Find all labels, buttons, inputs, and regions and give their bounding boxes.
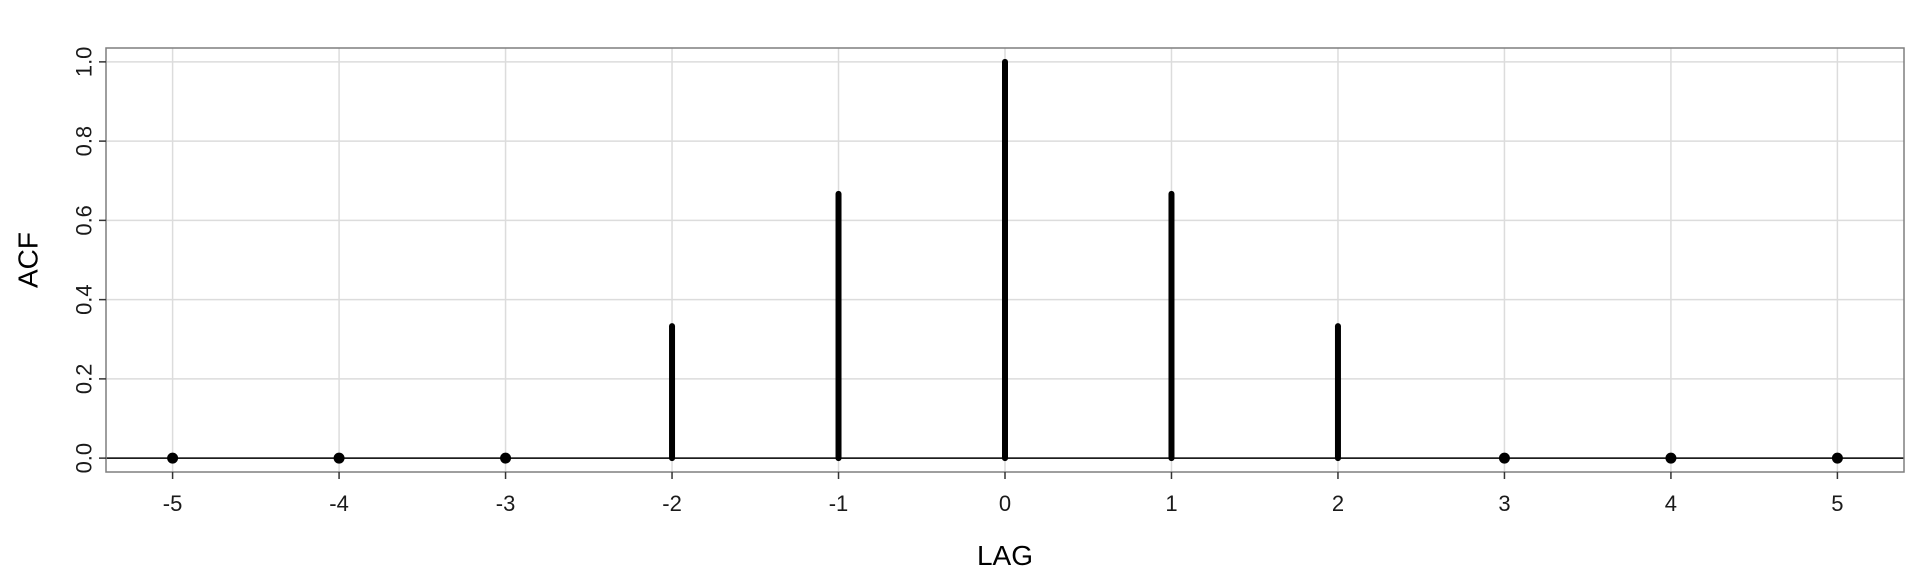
y-tick-label: 0.0 xyxy=(72,443,97,474)
y-tick-label: 1.0 xyxy=(72,47,97,78)
y-tick-label: 0.8 xyxy=(72,126,97,157)
x-tick-label: 0 xyxy=(999,491,1011,516)
x-tick-label: -3 xyxy=(496,491,516,516)
x-tick-label: 5 xyxy=(1831,491,1843,516)
acf-point xyxy=(167,452,179,464)
acf-point xyxy=(1831,452,1843,464)
x-tick-label: -1 xyxy=(829,491,849,516)
y-tick-label: 0.6 xyxy=(72,205,97,236)
acf-series xyxy=(167,58,1843,464)
y-axis-title: ACF xyxy=(13,232,44,288)
y-tick-label: 0.4 xyxy=(72,284,97,315)
acf-point xyxy=(1498,452,1510,464)
acf-point xyxy=(1665,452,1677,464)
x-tick-label: 4 xyxy=(1665,491,1677,516)
x-tick-label: 2 xyxy=(1332,491,1344,516)
x-tick-label: 3 xyxy=(1498,491,1510,516)
acf-point xyxy=(500,452,512,464)
x-tick-label: -2 xyxy=(662,491,682,516)
x-tick-label: -4 xyxy=(329,491,349,516)
x-tick-label: 1 xyxy=(1165,491,1177,516)
x-tick-label: -5 xyxy=(163,491,183,516)
y-tick-label: 0.2 xyxy=(72,364,97,395)
axis-ticks: -5 -4 -3 -2 -1 0 1 2 3 4 5 0.0 0.2 0.4 0.6 0.8 1.0 xyxy=(72,47,1844,516)
acf-point xyxy=(333,452,345,464)
x-axis-title: LAG xyxy=(977,540,1033,571)
